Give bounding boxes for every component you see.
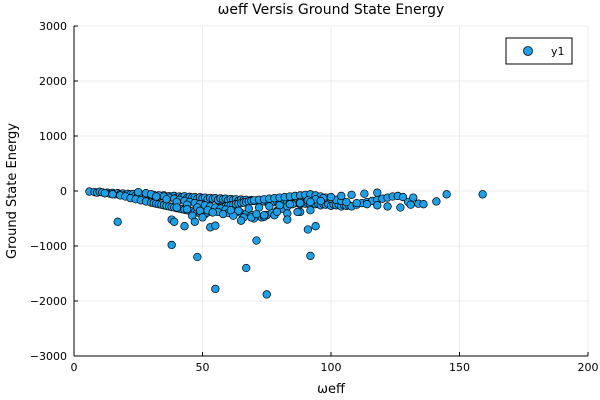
data-point bbox=[478, 190, 487, 199]
data-point bbox=[226, 206, 235, 215]
data-point bbox=[172, 203, 181, 212]
data-point bbox=[383, 202, 392, 211]
data-point bbox=[265, 202, 274, 211]
x-tick-labels: 0 50 100 150 200 bbox=[71, 361, 599, 374]
data-point bbox=[373, 201, 382, 210]
data-point bbox=[242, 263, 251, 273]
y-tick-label: 2000 bbox=[39, 75, 67, 88]
x-tick-label: 0 bbox=[71, 361, 78, 374]
data-point bbox=[432, 197, 441, 206]
data-point bbox=[100, 189, 109, 198]
data-point bbox=[108, 190, 117, 199]
data-point bbox=[198, 213, 207, 222]
data-point bbox=[236, 216, 246, 225]
data-point bbox=[134, 187, 143, 197]
data-point bbox=[306, 206, 315, 215]
data-point bbox=[342, 197, 351, 207]
data-point bbox=[218, 209, 228, 219]
data-point bbox=[211, 221, 220, 230]
data-point bbox=[419, 200, 428, 209]
data-point bbox=[262, 290, 271, 299]
data-point bbox=[170, 217, 179, 226]
data-point bbox=[283, 215, 292, 224]
y-tick-labels: −3000 −2000 −1000 0 1000 2000 3000 bbox=[30, 20, 67, 363]
chart-title: ωeff Versis Ground State Energy bbox=[218, 2, 445, 18]
data-point bbox=[316, 196, 325, 206]
data-point bbox=[252, 236, 261, 245]
legend-marker bbox=[523, 46, 533, 56]
x-tick-label: 100 bbox=[321, 361, 342, 374]
y-tick-label: 1000 bbox=[39, 130, 67, 143]
data-point bbox=[311, 222, 320, 231]
x-tick-label: 50 bbox=[196, 361, 210, 374]
data-point bbox=[337, 191, 346, 201]
data-point bbox=[285, 200, 295, 209]
data-points bbox=[85, 187, 487, 299]
legend-box bbox=[505, 37, 573, 65]
data-point bbox=[293, 207, 302, 217]
data-point bbox=[244, 204, 253, 213]
axes bbox=[73, 25, 589, 357]
data-point bbox=[162, 195, 171, 204]
data-point bbox=[182, 204, 192, 214]
x-axis-label: ωeff bbox=[317, 382, 346, 397]
data-point bbox=[360, 189, 369, 198]
y-axis-label: Ground State Energy bbox=[5, 123, 20, 259]
data-point bbox=[152, 192, 161, 201]
y-tick-label: −3000 bbox=[30, 350, 67, 363]
y-tick-label: −2000 bbox=[30, 295, 67, 308]
data-point bbox=[406, 200, 415, 209]
data-point bbox=[208, 208, 217, 217]
y-tick-label: 0 bbox=[60, 185, 67, 198]
grid-lines bbox=[73, 25, 589, 357]
data-point bbox=[409, 193, 418, 202]
data-point bbox=[193, 252, 202, 262]
data-point bbox=[442, 190, 451, 199]
x-tick-label: 200 bbox=[578, 361, 599, 374]
data-point bbox=[306, 197, 315, 207]
data-point bbox=[352, 198, 361, 208]
data-point bbox=[272, 207, 282, 217]
legend-entry-y1: y1 bbox=[551, 45, 565, 58]
legend: y1 bbox=[505, 37, 573, 65]
data-point bbox=[347, 190, 356, 200]
data-point bbox=[296, 198, 305, 208]
y-tick-label: −1000 bbox=[30, 240, 67, 253]
data-point bbox=[180, 222, 189, 231]
x-tick-label: 150 bbox=[449, 361, 470, 374]
data-point bbox=[362, 200, 372, 209]
data-point bbox=[326, 192, 336, 202]
data-point bbox=[306, 251, 315, 261]
data-point bbox=[396, 203, 405, 212]
y-tick-label: 3000 bbox=[39, 20, 67, 33]
data-point bbox=[167, 240, 176, 250]
data-point bbox=[252, 209, 261, 219]
data-point bbox=[303, 225, 313, 234]
data-point bbox=[373, 188, 382, 197]
data-point bbox=[190, 217, 199, 226]
data-point bbox=[211, 284, 220, 294]
data-point bbox=[113, 217, 122, 226]
data-point bbox=[260, 211, 269, 220]
data-point bbox=[398, 192, 408, 202]
